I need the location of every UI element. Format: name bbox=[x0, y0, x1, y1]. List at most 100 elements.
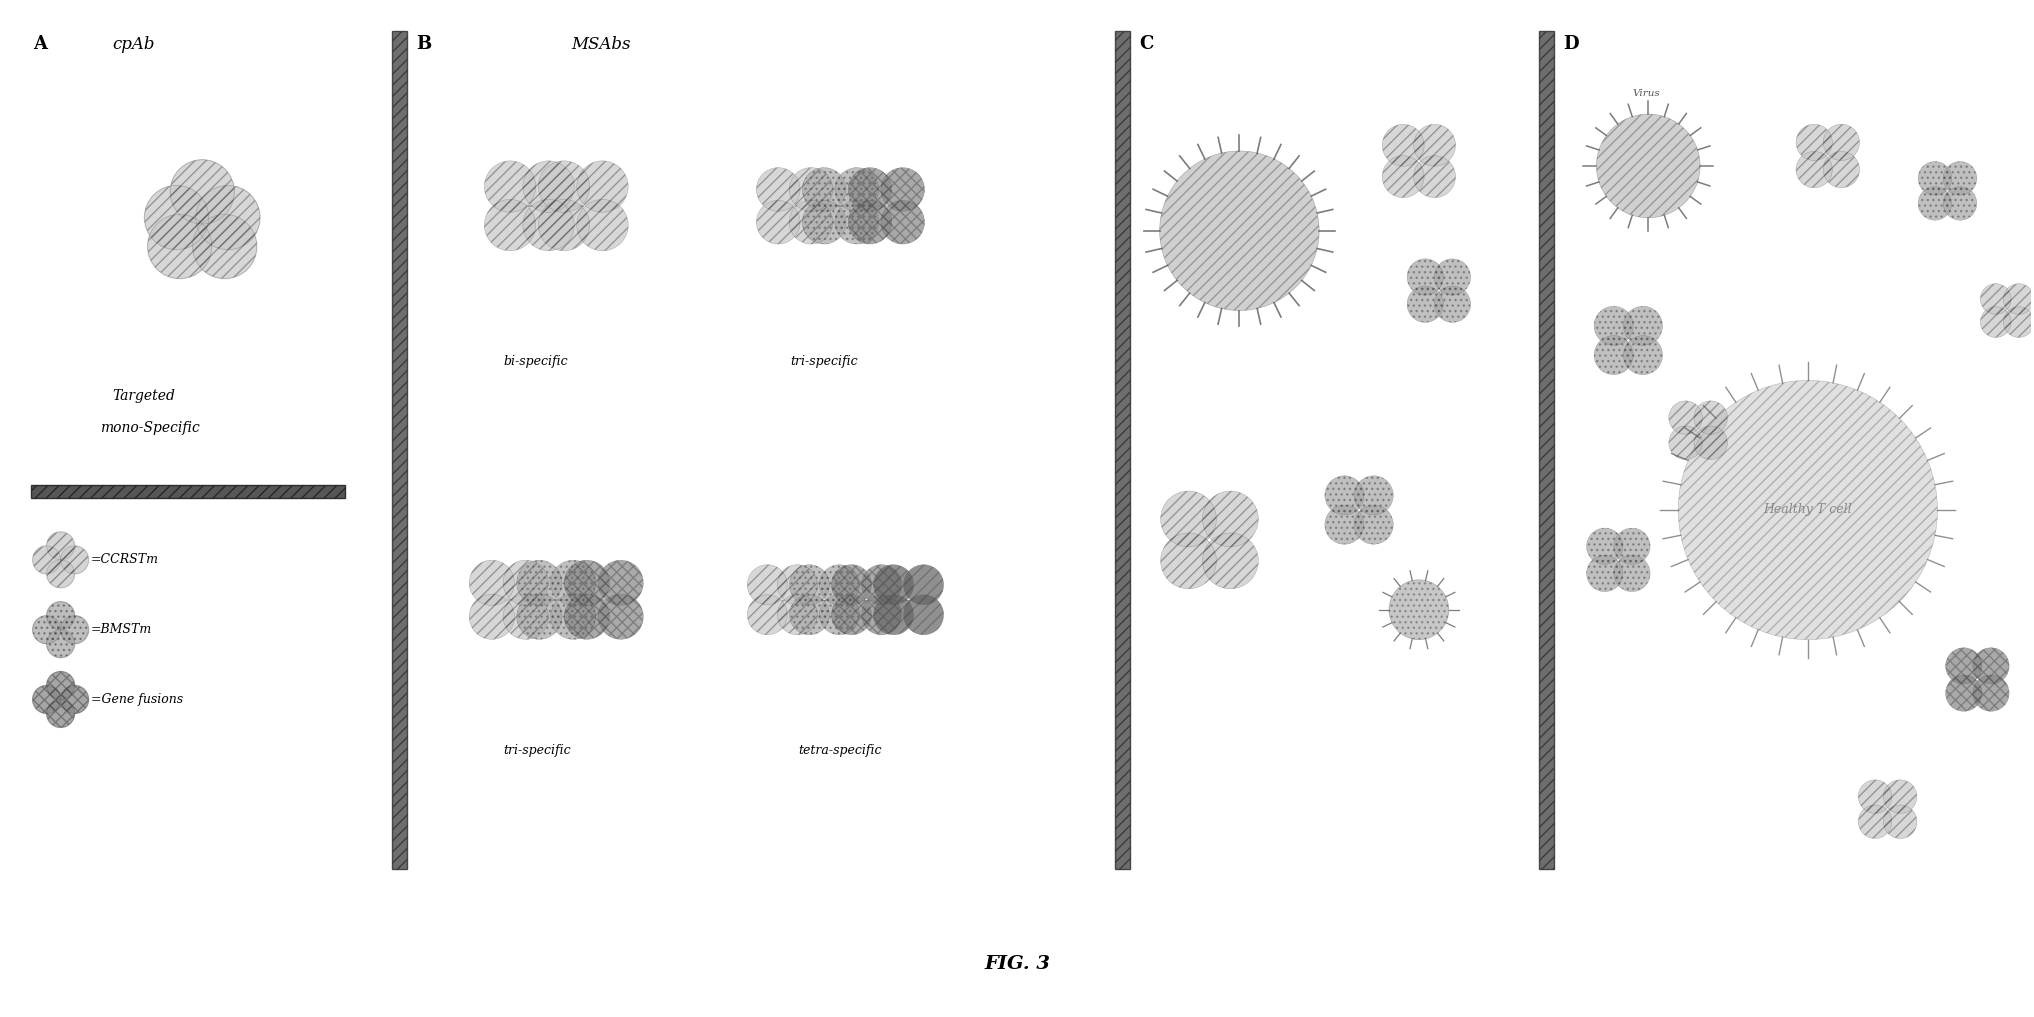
Circle shape bbox=[903, 564, 944, 605]
Circle shape bbox=[1796, 152, 1833, 188]
Circle shape bbox=[61, 615, 89, 644]
Circle shape bbox=[47, 560, 75, 588]
Circle shape bbox=[1623, 306, 1662, 346]
Text: Targeted: Targeted bbox=[112, 390, 175, 404]
Circle shape bbox=[1408, 286, 1444, 322]
Text: tri-specific: tri-specific bbox=[502, 744, 572, 758]
Circle shape bbox=[777, 595, 818, 635]
Circle shape bbox=[523, 199, 574, 251]
Circle shape bbox=[1981, 284, 2012, 314]
Circle shape bbox=[873, 564, 913, 605]
Circle shape bbox=[1678, 380, 1938, 640]
Circle shape bbox=[836, 168, 879, 212]
Circle shape bbox=[746, 595, 787, 635]
Circle shape bbox=[2003, 307, 2034, 338]
Text: mono-Specific: mono-Specific bbox=[100, 421, 199, 435]
Circle shape bbox=[1597, 114, 1700, 218]
Circle shape bbox=[1613, 555, 1650, 592]
Circle shape bbox=[502, 594, 549, 640]
Circle shape bbox=[848, 168, 891, 212]
Circle shape bbox=[1883, 805, 1916, 838]
Circle shape bbox=[777, 564, 818, 605]
Circle shape bbox=[193, 215, 256, 279]
Circle shape bbox=[563, 594, 610, 640]
Bar bbox=[1538, 32, 1554, 869]
Circle shape bbox=[598, 594, 643, 640]
Circle shape bbox=[1383, 124, 1424, 166]
Circle shape bbox=[789, 168, 832, 212]
Circle shape bbox=[820, 595, 860, 635]
Circle shape bbox=[789, 595, 830, 635]
Text: C: C bbox=[1139, 36, 1153, 53]
Circle shape bbox=[836, 200, 879, 244]
Circle shape bbox=[47, 671, 75, 700]
Circle shape bbox=[848, 200, 891, 244]
Circle shape bbox=[1408, 259, 1444, 295]
Circle shape bbox=[1355, 505, 1393, 544]
Bar bbox=[31, 485, 346, 498]
Circle shape bbox=[1434, 286, 1471, 322]
Bar bbox=[1115, 32, 1129, 869]
Circle shape bbox=[1981, 307, 2012, 338]
Circle shape bbox=[1694, 401, 1727, 434]
Circle shape bbox=[523, 161, 574, 213]
Circle shape bbox=[148, 215, 212, 279]
Circle shape bbox=[746, 564, 787, 605]
Circle shape bbox=[1942, 162, 1977, 195]
Circle shape bbox=[47, 700, 75, 727]
Text: cpAb: cpAb bbox=[112, 37, 155, 53]
Circle shape bbox=[578, 161, 629, 213]
Circle shape bbox=[1161, 533, 1216, 589]
Circle shape bbox=[551, 560, 596, 605]
Circle shape bbox=[1822, 124, 1859, 161]
Circle shape bbox=[1587, 528, 1623, 564]
Circle shape bbox=[862, 564, 901, 605]
Circle shape bbox=[1694, 426, 1727, 460]
Circle shape bbox=[862, 595, 901, 635]
Circle shape bbox=[789, 200, 832, 244]
Circle shape bbox=[539, 161, 590, 213]
Text: Virus: Virus bbox=[1633, 89, 1660, 98]
Text: =BMSTm: =BMSTm bbox=[92, 623, 153, 637]
Circle shape bbox=[1668, 401, 1702, 434]
Circle shape bbox=[1355, 476, 1393, 515]
Circle shape bbox=[1942, 187, 1977, 221]
Text: D: D bbox=[1564, 36, 1578, 53]
Circle shape bbox=[757, 168, 799, 212]
Text: =Gene fusions: =Gene fusions bbox=[92, 693, 183, 706]
Circle shape bbox=[470, 560, 515, 605]
Circle shape bbox=[484, 161, 535, 213]
Circle shape bbox=[1859, 780, 1892, 814]
Text: bi-specific: bi-specific bbox=[502, 355, 567, 368]
Circle shape bbox=[881, 168, 925, 212]
Circle shape bbox=[1883, 780, 1916, 814]
Text: FIG. 3: FIG. 3 bbox=[984, 955, 1050, 972]
Circle shape bbox=[517, 560, 561, 605]
Circle shape bbox=[33, 685, 61, 714]
Circle shape bbox=[1389, 580, 1448, 640]
Circle shape bbox=[1613, 528, 1650, 564]
Circle shape bbox=[1324, 505, 1365, 544]
Circle shape bbox=[470, 594, 515, 640]
Circle shape bbox=[61, 685, 89, 714]
Circle shape bbox=[1414, 156, 1456, 197]
Circle shape bbox=[563, 560, 610, 605]
Circle shape bbox=[1947, 648, 1981, 684]
Circle shape bbox=[832, 595, 871, 635]
Circle shape bbox=[47, 532, 75, 560]
Circle shape bbox=[1918, 162, 1953, 195]
Circle shape bbox=[1796, 124, 1833, 161]
Text: B: B bbox=[417, 36, 431, 53]
Circle shape bbox=[1159, 151, 1320, 310]
Circle shape bbox=[1822, 152, 1859, 188]
Circle shape bbox=[484, 199, 535, 251]
Circle shape bbox=[551, 594, 596, 640]
Circle shape bbox=[502, 560, 549, 605]
Circle shape bbox=[1587, 555, 1623, 592]
Circle shape bbox=[820, 564, 860, 605]
Text: MSAbs: MSAbs bbox=[572, 37, 631, 53]
Circle shape bbox=[61, 546, 89, 574]
Circle shape bbox=[757, 200, 799, 244]
Circle shape bbox=[1383, 156, 1424, 197]
Text: =CCRSTm: =CCRSTm bbox=[92, 553, 159, 566]
